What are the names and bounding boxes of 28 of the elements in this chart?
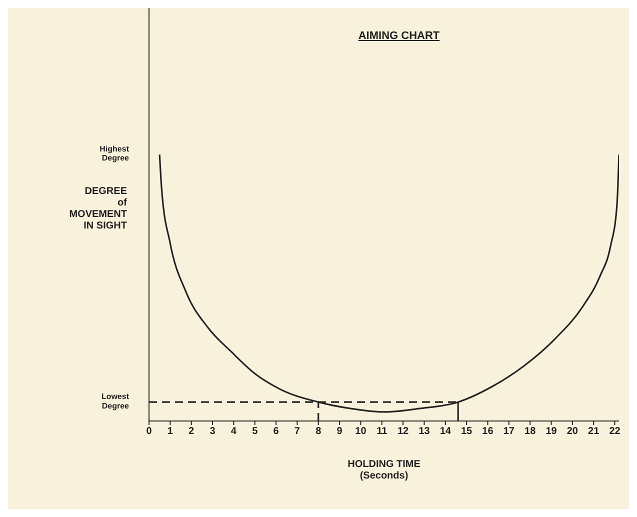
x-tick-label: 17 (503, 426, 515, 438)
chart-title: AIMING CHART (358, 30, 440, 42)
text: Highest Degree (100, 144, 130, 163)
x-tick-label: 4 (230, 426, 237, 438)
x-tick-label: 1 (167, 426, 174, 438)
x-tick-label: 6 (273, 426, 280, 438)
x-tick-label: 15 (461, 426, 473, 438)
x-tick-label: 20 (566, 426, 578, 438)
x-tick-label: 2 (188, 426, 195, 438)
x-tick-label: 8 (316, 426, 322, 438)
x-tick-label: 5 (252, 426, 258, 438)
text: Lowest Degree (101, 392, 130, 410)
x-tick-label: 22 (609, 426, 621, 438)
x-tick-label: 13 (418, 426, 430, 438)
x-tick-label: 7 (294, 426, 300, 438)
x-tick-label: 21 (588, 426, 600, 438)
x-tick-label: 12 (397, 426, 410, 438)
x-tick-label: 10 (355, 426, 367, 438)
x-tick-label: 16 (482, 426, 494, 438)
x-tick-label: 3 (210, 426, 216, 438)
x-tick-label: 0 (146, 426, 152, 438)
x-axis-title: HOLDING TIME (Seconds) (348, 459, 421, 482)
x-tick-label: 9 (336, 426, 343, 438)
x-tick-label: 19 (546, 426, 558, 438)
x-tick-label: 14 (440, 426, 452, 438)
x-tick-label: 18 (524, 426, 536, 438)
y-axis-title: DEGREE of MOVEMENT IN SIGHT (69, 186, 128, 232)
x-tick-label: 11 (376, 426, 388, 438)
